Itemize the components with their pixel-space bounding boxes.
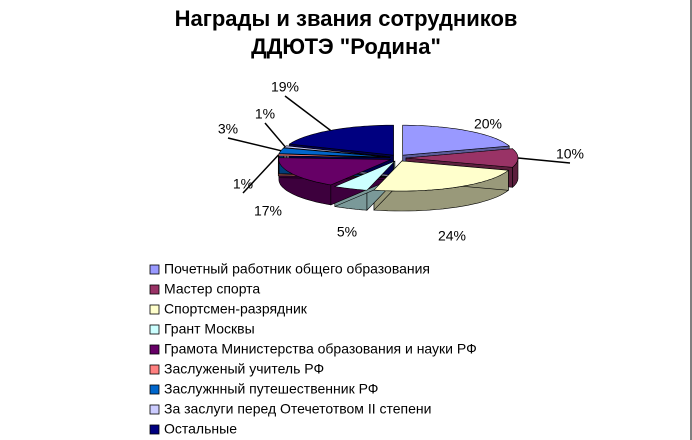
pie-tops [277,124,519,192]
pie-slice [278,157,391,186]
legend-label: Заслуженый учитель РФ [164,361,324,377]
legend-swatch [149,304,160,315]
legend-swatch [149,324,160,335]
data-label: 24% [438,228,466,244]
data-label: 1% [233,176,253,192]
legend-swatch [149,264,160,275]
legend-label: Грант Москвы [164,321,255,337]
legend-label: Заслужнный путешественник РФ [164,381,378,397]
legend-swatch [149,424,160,435]
legend-label: Почетный работник общего образования [164,261,430,277]
leader-line [227,137,282,152]
leader-line [242,154,280,194]
leader-line [284,95,331,131]
data-label: 17% [254,203,282,219]
legend-label: За заслуги перед Отечетотвом II степени [164,401,431,417]
pie-slice [333,160,396,191]
data-label: 10% [556,146,584,162]
legend-swatch [149,284,160,295]
data-label: 1% [255,106,275,122]
chart-title: Награды и звания сотрудников [175,6,518,31]
data-label: 5% [337,224,357,240]
pie-slice [373,160,510,192]
leader-line [264,122,286,148]
legend-label: Мастер спорта [164,281,260,297]
legend-label: Остальные [164,421,237,437]
legend-swatch [149,344,160,355]
data-label: 19% [271,79,299,95]
data-label: 3% [218,121,238,137]
legend-swatch [149,364,160,375]
legend-label: Спортсмен-разрядник [164,301,308,317]
legend-swatch [149,404,160,415]
pie-slice [402,124,510,156]
data-label: 20% [474,116,502,132]
leader-line [517,157,571,164]
legend-label: Грамота Министерства образования и науки… [164,341,477,357]
legend-swatch [149,384,160,395]
chart-title: ДДЮТЭ "Родина" [251,34,441,59]
